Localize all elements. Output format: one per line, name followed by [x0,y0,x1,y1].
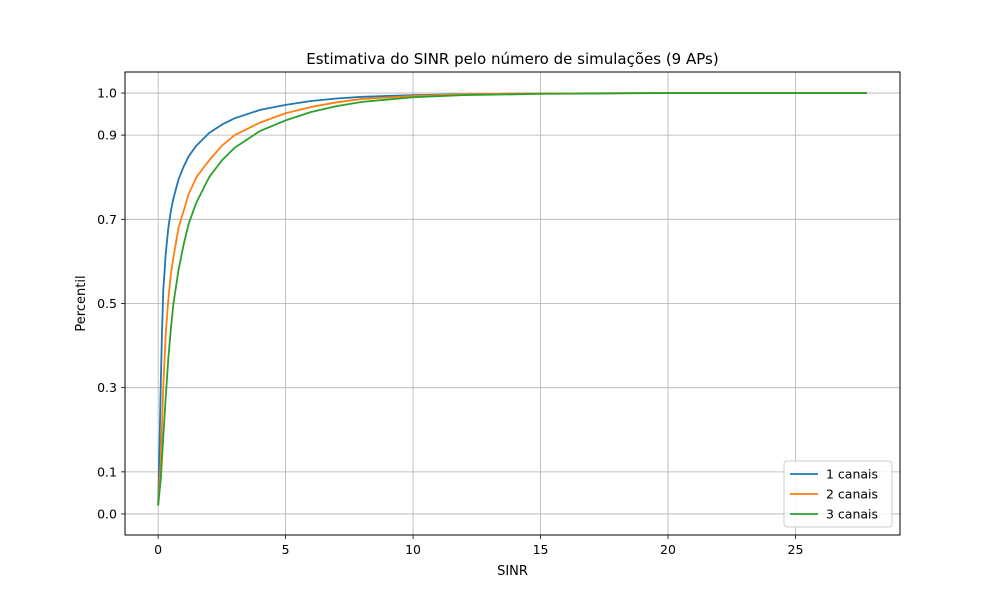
x-tick-label: 25 [788,542,804,557]
x-tick-label: 5 [282,542,290,557]
x-tick-label: 20 [660,542,676,557]
series-line [157,92,867,506]
legend: 1 canais 2 canais 3 canais [783,460,893,528]
y-tick-label: 0.5 [97,296,117,311]
y-tick-label: 0.0 [97,506,117,521]
y-tick-label: 0.3 [97,380,117,395]
y-tick-label: 0.7 [97,212,117,227]
x-axis-label: SINR [497,564,528,579]
x-tick-label: 0 [154,542,162,557]
legend-label: 3 canais [826,507,878,522]
y-tick-label: 0.1 [97,464,117,479]
chart-title: Estimativa do SINR pelo número de simula… [306,50,718,68]
y-tick-label: 0.9 [97,128,117,143]
axis-ticks: 0 5 10 15 20 25 0.0 0.1 0.3 0.5 0.7 0.9 1.0 [97,86,803,557]
y-axis-label: Percentil [74,275,89,331]
series-lines [157,92,867,506]
y-tick-label: 1.0 [97,86,117,101]
x-tick-label: 10 [405,542,421,557]
legend-box [783,460,893,528]
legend-label: 1 canais [826,467,878,482]
x-tick-label: 15 [533,542,549,557]
legend-label: 2 canais [826,487,878,502]
grid [125,72,900,535]
